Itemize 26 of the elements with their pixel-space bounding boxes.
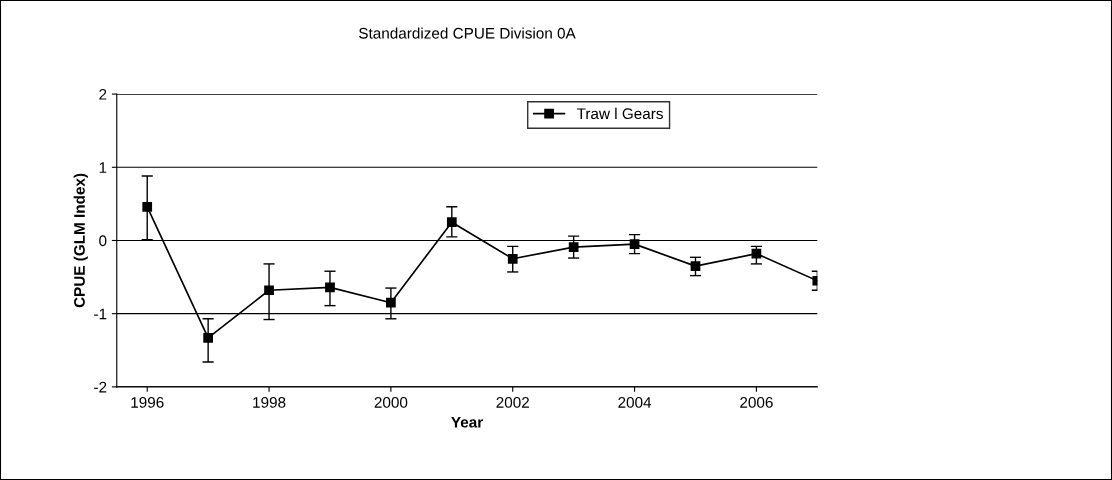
y-tick-label: -1 bbox=[94, 308, 107, 320]
point bbox=[568, 242, 579, 252]
x-tick-label: 2006 bbox=[740, 397, 773, 408]
point bbox=[629, 239, 640, 250]
x-axis-title: Year bbox=[451, 416, 483, 428]
y-tick-label: -2 bbox=[94, 381, 107, 393]
legend-label: Traw l Gears bbox=[576, 107, 663, 120]
point bbox=[386, 297, 396, 308]
y-tick-label: 0 bbox=[99, 235, 107, 247]
chart-title: Standardized CPUE Division 0A bbox=[359, 27, 576, 39]
x-tick-label: 2002 bbox=[496, 397, 529, 408]
x-tick-label: 2000 bbox=[374, 397, 408, 408]
x-tick-label: 2004 bbox=[618, 397, 652, 408]
y-tick-label: 1 bbox=[99, 162, 107, 173]
point bbox=[264, 285, 274, 296]
point bbox=[325, 282, 335, 293]
point bbox=[446, 217, 457, 228]
point bbox=[203, 332, 213, 343]
x-tick-label: 1996 bbox=[131, 397, 164, 408]
point bbox=[751, 248, 762, 259]
point bbox=[690, 261, 701, 271]
point bbox=[142, 201, 153, 212]
y-tick-label: 2 bbox=[99, 88, 107, 100]
point bbox=[507, 253, 518, 264]
x-tick-label: 1998 bbox=[253, 397, 286, 408]
y-axis-title: CPUE (GLM Index) bbox=[73, 173, 88, 308]
